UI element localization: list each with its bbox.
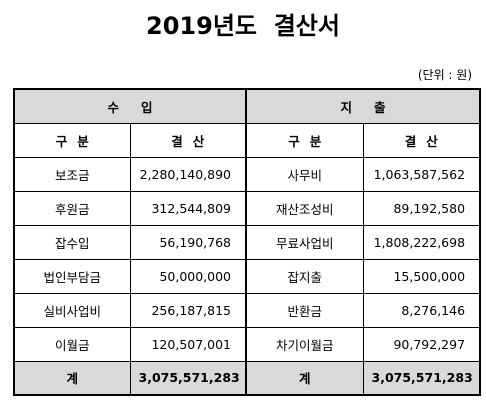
- income-item-name: 실비사업비: [13, 292, 131, 328]
- expense-item-name: 반환금: [245, 292, 364, 328]
- expense-item-amount: 90,792,297: [362, 326, 481, 362]
- settlement-table: 수입 지출 구분 결산 구분 결산 보조금 2,280,140,890 사무비 …: [13, 88, 482, 396]
- expense-item-name: 잡지출: [245, 258, 364, 294]
- expense-item-amount: 15,500,000: [362, 258, 481, 294]
- table-row: 실비사업비 256,187,815 반환금 8,276,146: [13, 292, 481, 328]
- expense-item-name: 차기이월금: [245, 326, 364, 362]
- table-row: 이월금 120,507,001 차기이월금 90,792,297: [13, 326, 481, 362]
- unit-label: (단위 : 원): [417, 68, 472, 82]
- expense-settlement-header: 결산: [362, 122, 481, 158]
- section-header-row: 수입 지출: [13, 88, 481, 124]
- income-category-header-label: 구분: [55, 133, 99, 149]
- expense-item-amount: 1,063,587,562: [362, 156, 481, 192]
- income-item-amount: 50,000,000: [129, 258, 248, 294]
- table-row: 보조금 2,280,140,890 사무비 1,063,587,562: [13, 156, 481, 192]
- total-row: 계 3,075,571,283 계 3,075,571,283: [13, 360, 481, 396]
- income-total-label: 계: [13, 360, 131, 396]
- income-item-amount: 56,190,768: [129, 224, 248, 260]
- page-title: 2019년도 결산서: [146, 12, 340, 40]
- income-item-name: 보조금: [13, 156, 131, 192]
- income-item-name: 후원금: [13, 190, 131, 226]
- table-row: 후원금 312,544,809 재산조성비 89,192,580: [13, 190, 481, 226]
- income-settlement-header: 결산: [129, 122, 248, 158]
- expense-item-name: 사무비: [245, 156, 364, 192]
- income-category-header: 구분: [13, 122, 131, 158]
- income-section-header: 수입: [13, 88, 248, 124]
- expense-item-amount: 1,808,222,698: [362, 224, 481, 260]
- income-item-amount: 256,187,815: [129, 292, 248, 328]
- expense-category-header-label: 구분: [288, 133, 332, 149]
- expense-category-header: 구분: [245, 122, 364, 158]
- expense-total-amount: 3,075,571,283: [362, 360, 481, 396]
- income-total-amount: 3,075,571,283: [129, 360, 248, 396]
- income-item-amount: 120,507,001: [129, 326, 248, 362]
- expense-header-label: 지출: [340, 99, 408, 115]
- income-header-label: 수입: [107, 99, 175, 115]
- expense-settlement-header-label: 결산: [404, 133, 448, 149]
- expense-item-name: 무료사업비: [245, 224, 364, 260]
- table-row: 잡수입 56,190,768 무료사업비 1,808,222,698: [13, 224, 481, 260]
- income-item-amount: 2,280,140,890: [129, 156, 248, 192]
- income-item-name: 이월금: [13, 326, 131, 362]
- expense-item-name: 재산조성비: [245, 190, 364, 226]
- expense-total-label: 계: [245, 360, 364, 396]
- expense-item-amount: 8,276,146: [362, 292, 481, 328]
- income-item-name: 법인부담금: [13, 258, 131, 294]
- income-item-name: 잡수입: [13, 224, 131, 260]
- column-header-row: 구분 결산 구분 결산: [13, 122, 481, 158]
- income-item-amount: 312,544,809: [129, 190, 248, 226]
- table-row: 법인부담금 50,000,000 잡지출 15,500,000: [13, 258, 481, 294]
- expense-item-amount: 89,192,580: [362, 190, 481, 226]
- income-settlement-header-label: 결산: [171, 133, 215, 149]
- expense-section-header: 지출: [245, 88, 481, 124]
